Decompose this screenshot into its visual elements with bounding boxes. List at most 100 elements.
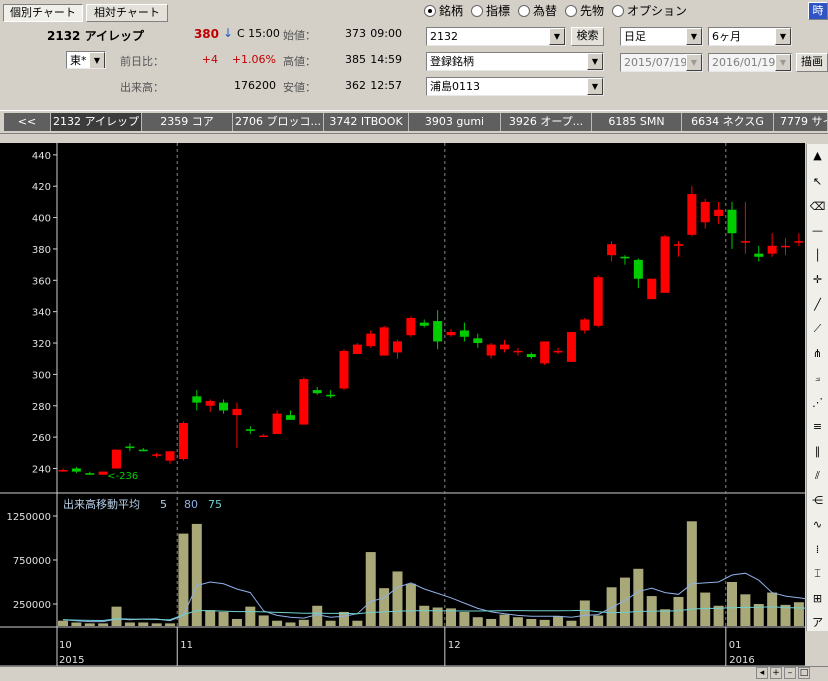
trend-line-icon[interactable]: ╱: [814, 297, 821, 311]
candle-body: [714, 209, 724, 216]
radio-options-label: オプション: [627, 4, 688, 18]
radio-futures[interactable]: 先物: [565, 3, 604, 19]
fibonacci-fan-icon[interactable]: ⋰: [812, 395, 823, 409]
chevron-down-icon[interactable]: ▼: [686, 28, 702, 45]
candle-body: [125, 446, 135, 449]
tab-3903[interactable]: 3903 gumi: [409, 113, 501, 131]
x-tick-label: 01: [729, 640, 742, 651]
tab-6185[interactable]: 6185 SMN: [592, 113, 682, 131]
volume-bar: [138, 622, 149, 626]
end-date-field[interactable]: 2016/01/19 ▼: [708, 53, 792, 72]
candle-body: [593, 277, 603, 326]
market-select[interactable]: 東* ▼: [66, 51, 106, 69]
volume-ma-long-line: [62, 606, 813, 622]
code-input-value: 2132: [430, 30, 458, 43]
y-tick-label: 420: [32, 182, 51, 193]
range-select[interactable]: 6ヶ月 ▼: [708, 27, 792, 46]
range-icon[interactable]: ⌶: [814, 567, 821, 580]
tab-3742[interactable]: 3742 ITBOOK: [324, 113, 409, 131]
chevron-down-icon[interactable]: ▼: [775, 54, 791, 71]
horizontal-scrollbar[interactable]: [0, 666, 828, 681]
fan-icon[interactable]: ⋔: [812, 346, 823, 360]
scroll-left-button[interactable]: ◂: [756, 667, 768, 679]
start-date-field[interactable]: 2015/07/19 ▼: [620, 53, 703, 72]
tab-6634[interactable]: 6634 ネクスG: [682, 113, 774, 131]
volume-bar: [472, 617, 483, 626]
candle-body: [366, 333, 376, 347]
chevron-down-icon[interactable]: ▼: [686, 54, 702, 71]
radio-icon: [565, 5, 577, 17]
registered-select[interactable]: 登録銘柄 ▼: [426, 52, 604, 71]
radio-index[interactable]: 指標: [471, 3, 510, 19]
cross-icon[interactable]: ✛: [812, 273, 823, 286]
volume-bar: [98, 623, 109, 626]
scroll-up-icon[interactable]: ▲: [813, 149, 822, 162]
pitchfork-icon[interactable]: ⋲: [812, 493, 823, 507]
regression-icon[interactable]: ⟋: [813, 322, 822, 335]
volume-bar: [258, 615, 269, 626]
volume-bar: [780, 604, 791, 626]
period-select[interactable]: 日足 ▼: [620, 27, 703, 46]
draw-button[interactable]: 描画: [796, 53, 828, 72]
tab-3926[interactable]: 3926 オープ...: [501, 113, 592, 131]
tab-2359[interactable]: 2359 コア: [142, 113, 233, 131]
radio-icon: [518, 5, 530, 17]
parallel-lines-icon[interactable]: ∥: [814, 444, 821, 458]
period-select-value: 日足: [624, 30, 646, 43]
chevron-down-icon[interactable]: ▼: [89, 52, 105, 68]
fibonacci-retrace-icon[interactable]: ≡: [812, 420, 823, 433]
volume-bar: [365, 552, 376, 626]
zoom-out-button[interactable]: –: [784, 667, 796, 679]
volume-bar: [713, 605, 724, 626]
y-tick-label: 360: [32, 276, 51, 287]
chevron-down-icon[interactable]: ▼: [549, 28, 565, 45]
end-date-value: 2016/01/19: [712, 56, 776, 69]
candle-body: [165, 451, 175, 461]
radio-forex[interactable]: 為替: [518, 3, 557, 19]
chevron-down-icon[interactable]: ▼: [587, 53, 603, 70]
volume-tick-label: 1250000: [6, 512, 51, 523]
corner-button[interactable]: 時: [808, 2, 828, 20]
reset-view-button[interactable]: □: [798, 667, 810, 679]
y-tick-label: 320: [32, 339, 51, 350]
radio-stock[interactable]: 銘柄: [424, 3, 463, 19]
vertical-line-icon[interactable]: │: [814, 248, 821, 262]
high-label: 高値：: [283, 55, 316, 68]
text-icon[interactable]: ア: [812, 616, 823, 629]
code-input[interactable]: 2132 ▼: [426, 27, 566, 46]
volume-bar: [579, 600, 590, 626]
search-button[interactable]: 検索: [571, 27, 604, 46]
candle-body: [473, 338, 483, 344]
start-date-value: 2015/07/19: [624, 56, 688, 69]
candle-body: [687, 194, 697, 235]
tab-2132[interactable]: 2132 アイレップ: [51, 113, 142, 131]
eraser-icon[interactable]: ⌫: [809, 199, 826, 213]
time-zone-icon[interactable]: ⁞: [815, 542, 820, 556]
cycle-icon[interactable]: ∿: [812, 518, 823, 531]
volume-bar: [124, 622, 135, 626]
candle-body: [232, 408, 242, 416]
volume-bar: [379, 588, 390, 626]
relative-chart-button[interactable]: 相対チャート: [86, 4, 168, 22]
cursor-icon[interactable]: ↖: [812, 175, 823, 188]
candle-body: [673, 244, 683, 246]
channel-icon[interactable]: ⫽: [815, 469, 820, 482]
candle-body: [299, 379, 309, 425]
year-label: 2016: [729, 655, 754, 666]
candle-body: [138, 449, 148, 452]
horizontal-line-icon[interactable]: —: [812, 224, 823, 237]
grid-lines-icon[interactable]: ⊞: [812, 591, 823, 605]
list-select[interactable]: 浦島0113 ▼: [426, 77, 604, 96]
candle-body: [486, 344, 496, 356]
tab-back[interactable]: <<: [4, 113, 51, 131]
gann-icon[interactable]: ⟓: [814, 371, 821, 384]
tab-2706[interactable]: 2706 ブロッコ...: [233, 113, 324, 131]
chevron-down-icon[interactable]: ▼: [587, 78, 603, 95]
chevron-down-icon[interactable]: ▼: [775, 28, 791, 45]
zoom-in-button[interactable]: +: [770, 667, 782, 679]
volume-bar: [459, 611, 470, 626]
individual-chart-button[interactable]: 個別チャート: [3, 4, 83, 22]
stock-chart[interactable]: 11 12 01 10 2015 2016 240 260 280 300 320 340 360 380…: [0, 143, 828, 681]
radio-options[interactable]: オプション: [612, 3, 687, 19]
tab-7779[interactable]: 7779 サイ: [774, 113, 828, 131]
